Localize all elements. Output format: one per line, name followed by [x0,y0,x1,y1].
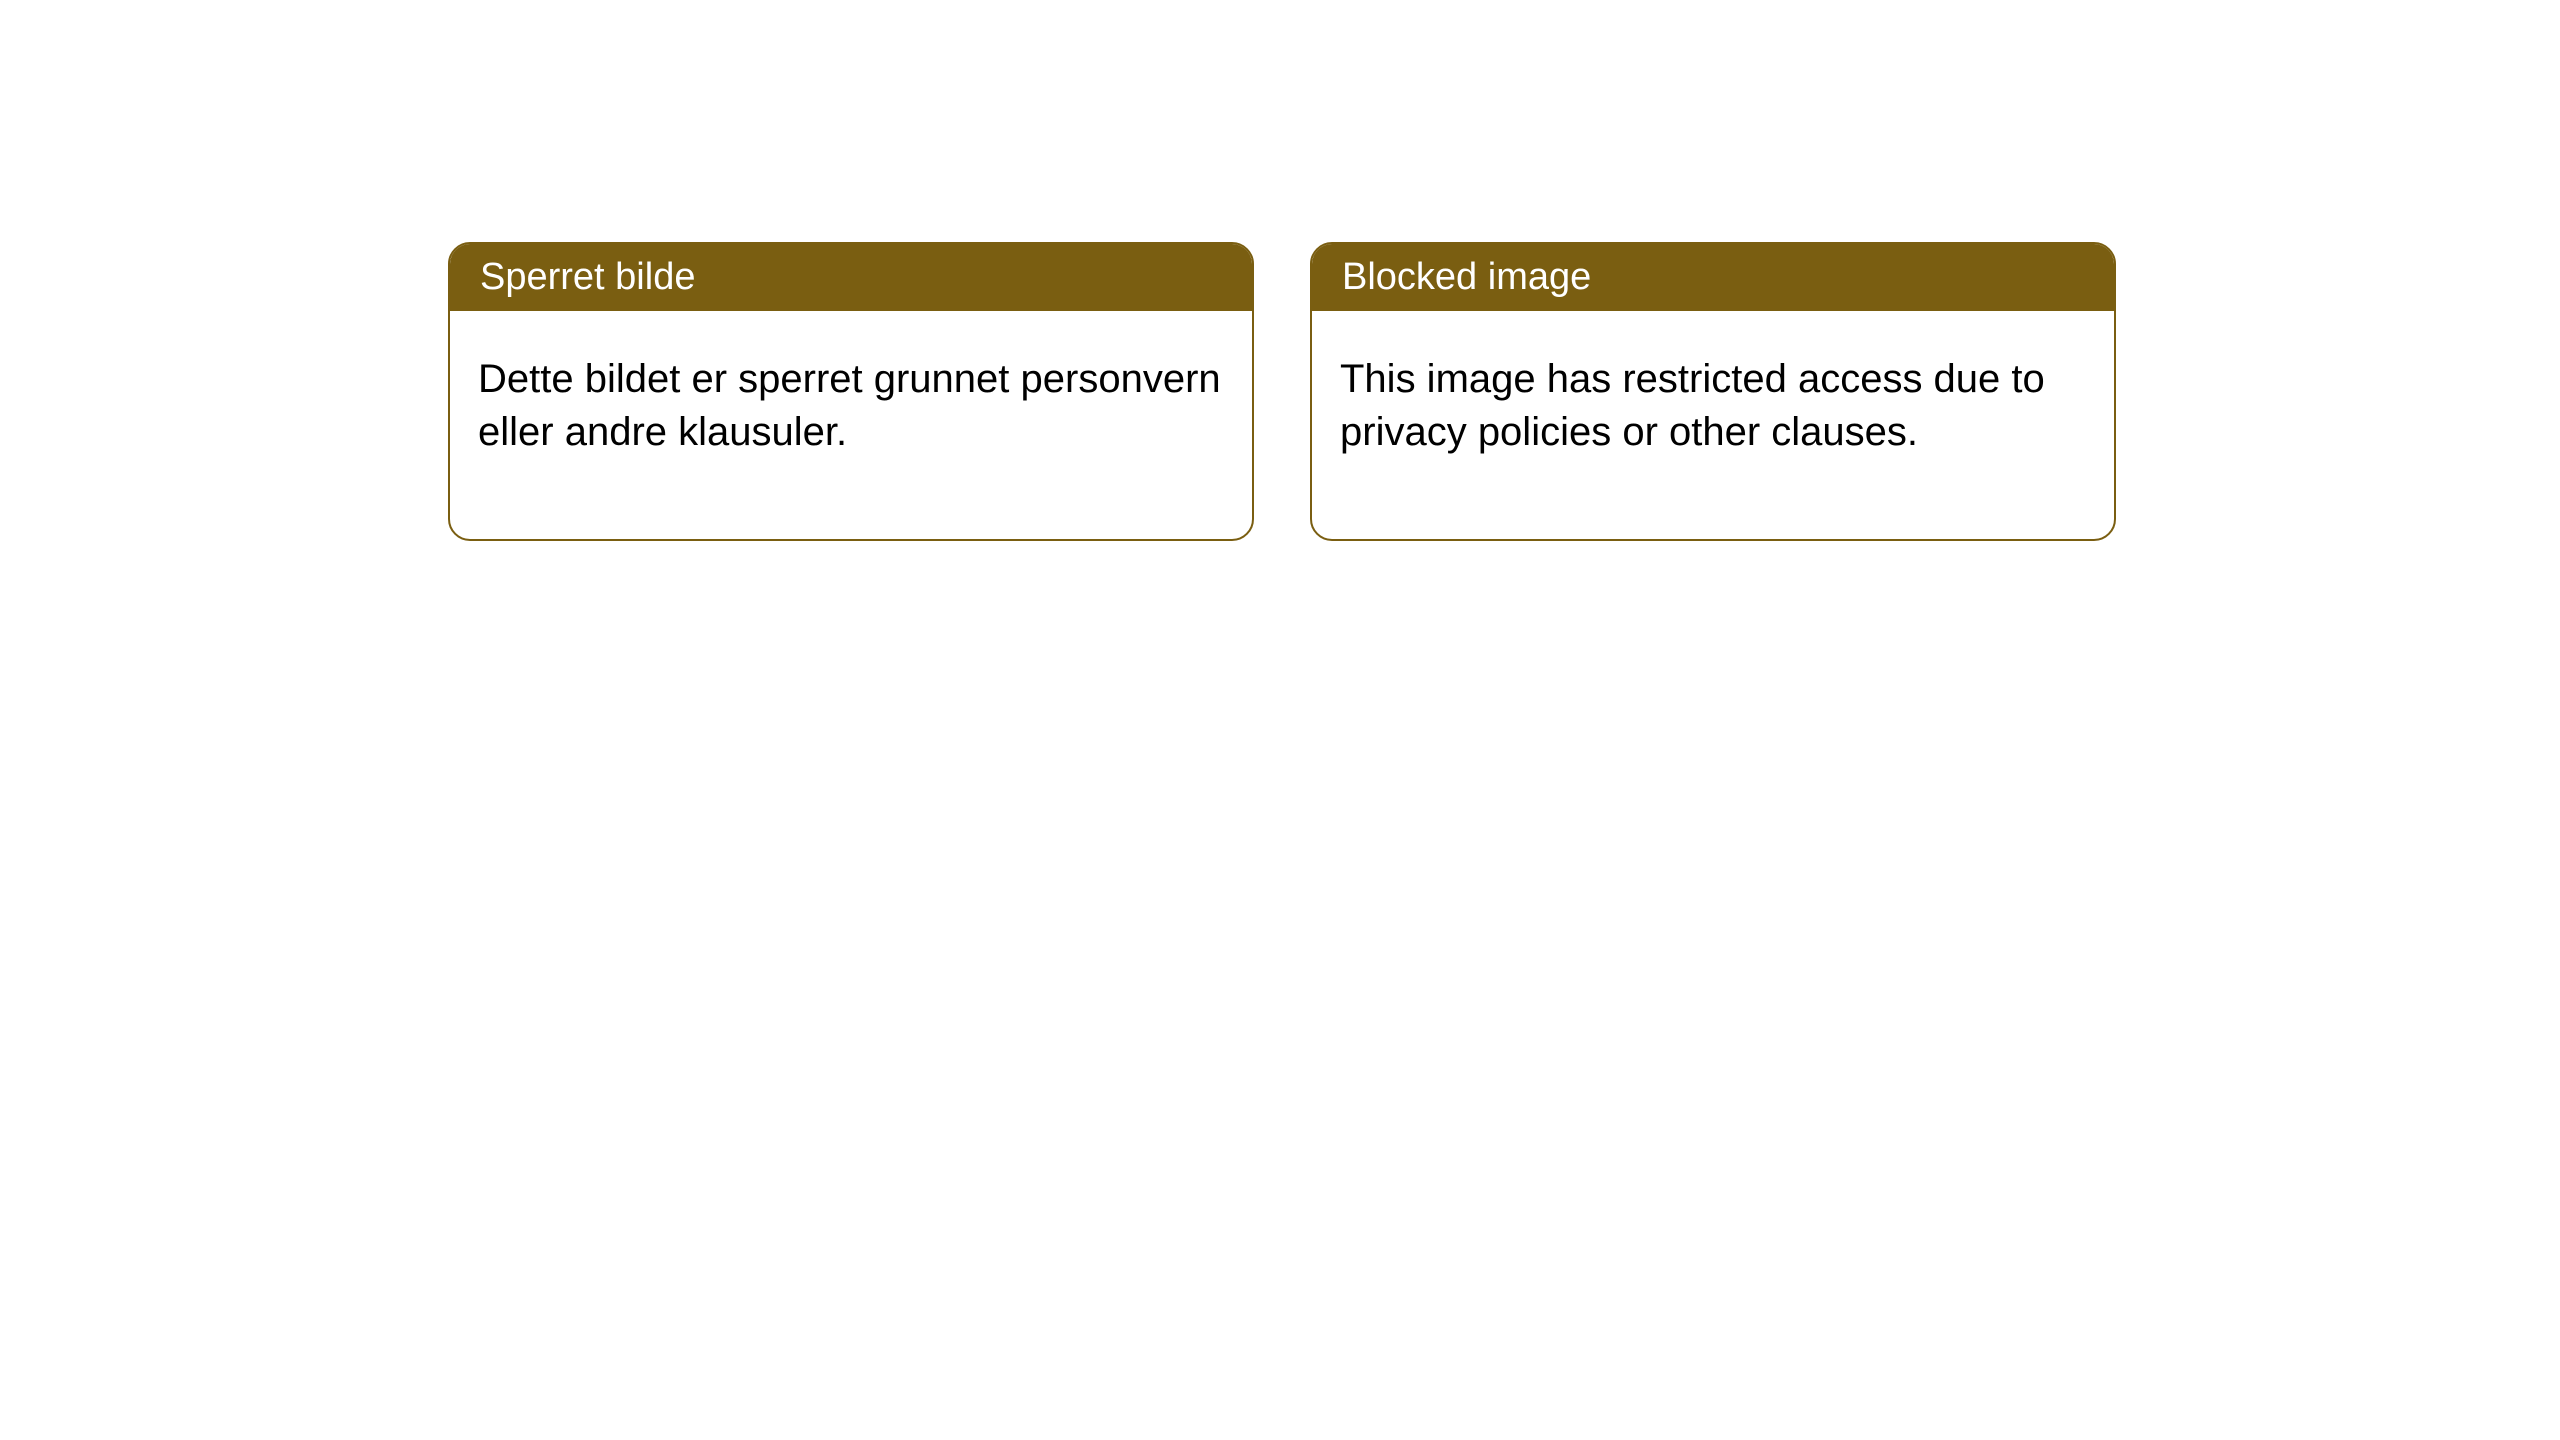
card-header: Sperret bilde [450,244,1252,311]
card-header: Blocked image [1312,244,2114,311]
notice-card-norwegian: Sperret bilde Dette bildet er sperret gr… [448,242,1254,541]
notice-container: Sperret bilde Dette bildet er sperret gr… [0,0,2560,541]
card-body: Dette bildet er sperret grunnet personve… [450,311,1252,539]
card-body-text: Dette bildet er sperret grunnet personve… [478,357,1221,454]
card-header-text: Blocked image [1342,256,1591,298]
card-header-text: Sperret bilde [480,256,695,298]
card-body-text: This image has restricted access due to … [1340,357,2045,454]
notice-card-english: Blocked image This image has restricted … [1310,242,2116,541]
card-body: This image has restricted access due to … [1312,311,2114,539]
